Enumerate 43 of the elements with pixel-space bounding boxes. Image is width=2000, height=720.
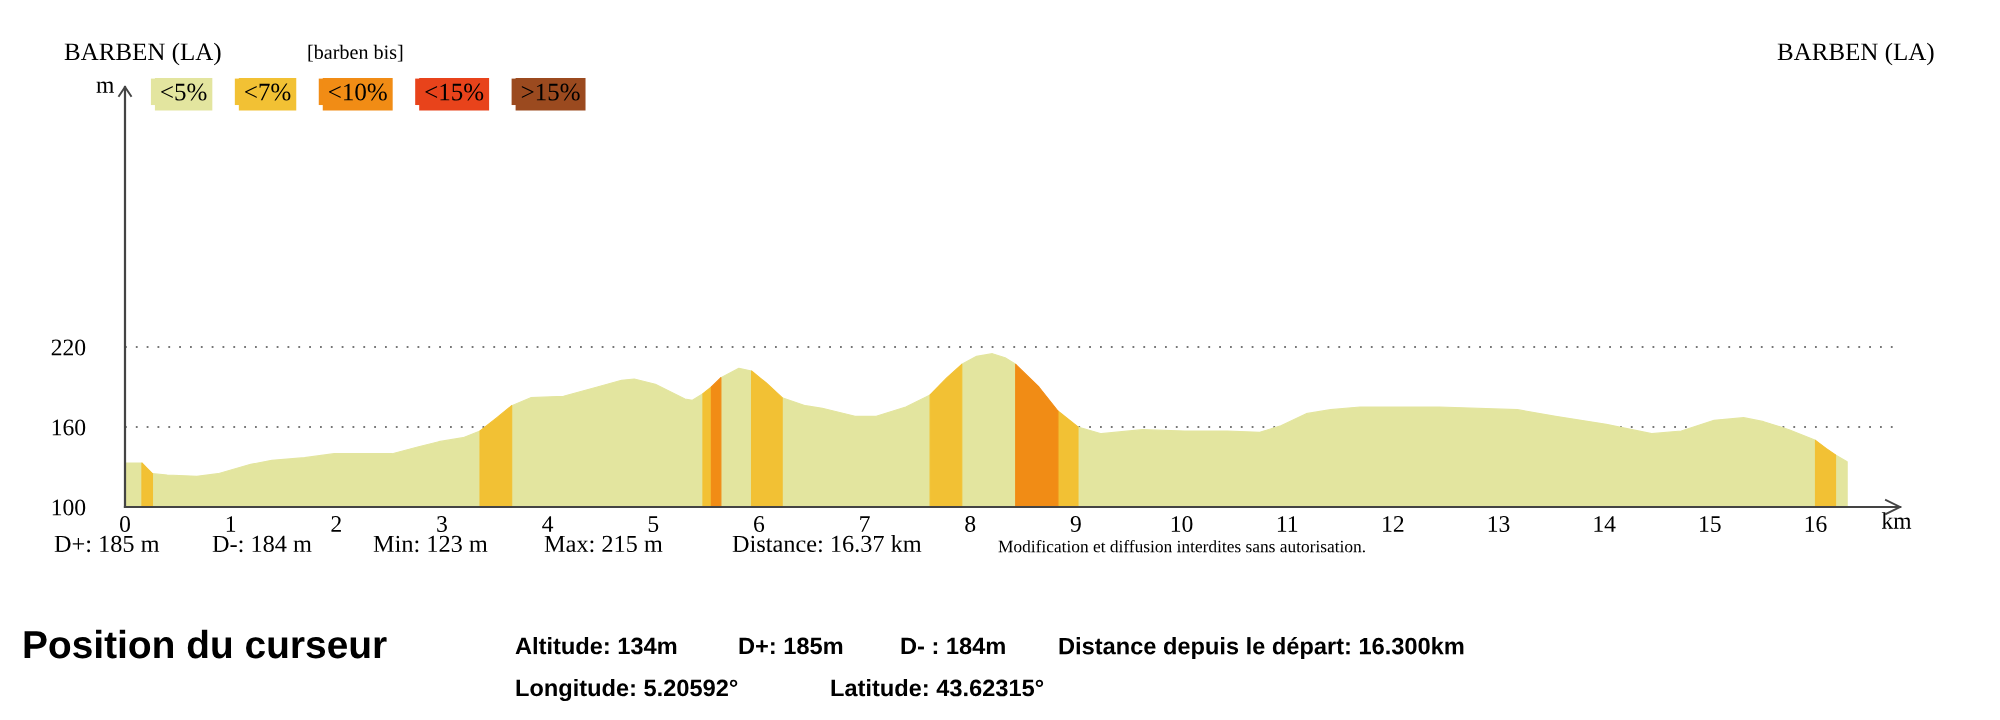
legend-label: <7%	[245, 83, 291, 101]
text: D-: 184 m	[212, 535, 312, 553]
text: Altitude: 134m	[515, 636, 677, 655]
text: Distance depuis le départ: 16.300km	[1059, 636, 1464, 660]
text: BARBEN (LA)	[64, 42, 221, 66]
text: D+: 185 m	[54, 535, 160, 553]
legend-label: >15%	[521, 83, 580, 101]
x-tick-label: 13	[1488, 516, 1510, 532]
x-axis-title: km	[1881, 512, 1912, 529]
text: Longitude: 5.20592°	[516, 678, 738, 702]
text: Position du curseur	[24, 629, 387, 659]
x-tick-label: 14	[1594, 516, 1616, 532]
y-tick-label: 100	[52, 499, 86, 516]
text: D+: 185m	[739, 637, 843, 655]
x-tick-label: 3	[437, 516, 447, 532]
x-tick-label: 12	[1383, 516, 1404, 532]
x-tick-label: 2	[331, 516, 341, 532]
text: BARBEN (LA)	[1777, 42, 1934, 66]
text: Latitude: 43.62315°	[831, 678, 1044, 697]
legend-label: <15%	[425, 83, 484, 101]
x-tick-label: 5	[648, 516, 659, 532]
text: Max: 215 m	[544, 535, 663, 553]
x-tick-label: 11	[1277, 516, 1298, 532]
legend-label: <5%	[161, 83, 207, 101]
y-tick-label: 220	[51, 339, 86, 356]
text: Distance: 16.37 km	[732, 534, 922, 553]
x-tick-label: 1	[226, 516, 236, 532]
x-tick-label: 16	[1805, 516, 1827, 532]
x-tick-label: 7	[860, 516, 870, 532]
legend-label: <10%	[329, 83, 387, 101]
y-tick-label: 160	[52, 419, 86, 436]
x-tick-label: 8	[965, 516, 976, 532]
x-tick-label: 6	[754, 516, 765, 532]
x-tick-label: 15	[1700, 516, 1721, 532]
text: Modification et diffusion interdites sans autorisation.	[998, 539, 1365, 553]
chart-title: [barben bis]	[308, 44, 403, 62]
x-tick-label: 0	[120, 516, 130, 532]
text: D- : 184m	[901, 637, 1005, 655]
x-tick-label: 4	[542, 516, 554, 532]
x-tick-label: 9	[1070, 516, 1081, 532]
y-axis-title: m	[96, 81, 114, 93]
x-tick-label: 10	[1171, 516, 1193, 532]
text: Min: 123 m	[373, 535, 488, 553]
